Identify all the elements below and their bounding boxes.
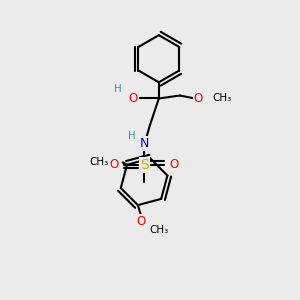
Text: N: N bbox=[140, 137, 149, 150]
Text: O: O bbox=[194, 92, 203, 105]
Text: H: H bbox=[114, 84, 122, 94]
Text: CH₃: CH₃ bbox=[150, 225, 169, 235]
Text: CH₃: CH₃ bbox=[212, 94, 232, 103]
Text: O: O bbox=[169, 158, 179, 171]
Text: O: O bbox=[129, 92, 138, 105]
Text: H: H bbox=[128, 131, 135, 141]
Text: O: O bbox=[136, 215, 146, 228]
Text: S: S bbox=[140, 158, 148, 172]
Text: O: O bbox=[110, 158, 119, 171]
Text: CH₃: CH₃ bbox=[89, 158, 109, 167]
